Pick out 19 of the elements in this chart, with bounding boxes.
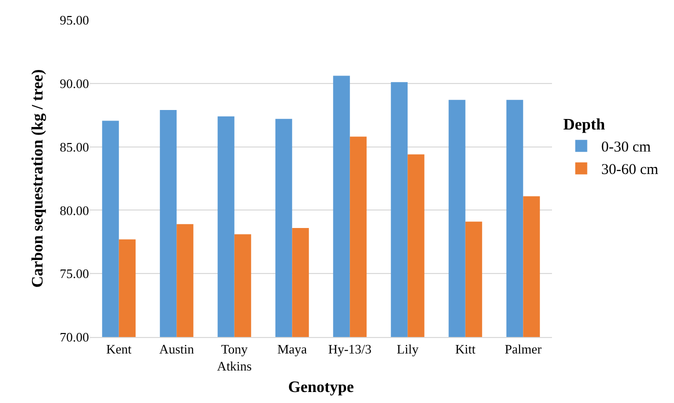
x-tick-label: Maya	[277, 342, 308, 357]
x-tick-label: Palmer	[504, 342, 542, 357]
y-tick-label: 95.00	[60, 12, 89, 28]
y-tick-label: 70.00	[60, 330, 89, 345]
x-tick-label: Kitt	[455, 342, 476, 357]
y-axis-title: Carbon sequestration (kg / tree)	[30, 69, 47, 288]
y-tick-label: 80.00	[60, 202, 89, 218]
x-axis-title: Genotype	[288, 379, 354, 396]
x-tick-label: Tony Atkins	[217, 342, 252, 374]
x-tick-label: Lily	[396, 342, 419, 357]
legend-label: 30-60 cm	[601, 162, 659, 178]
y-tick-label: 75.00	[60, 266, 89, 282]
x-tick-label: Hy-13/3	[328, 342, 372, 357]
x-tick-label: Austin	[159, 342, 194, 357]
y-tick-label: 85.00	[60, 139, 89, 154]
legend-label: 0-30 cm	[601, 140, 652, 156]
y-tick-label: 90.00	[60, 76, 89, 91]
legend-title: Depth	[563, 116, 606, 134]
x-tick-label: Kent	[106, 342, 132, 357]
